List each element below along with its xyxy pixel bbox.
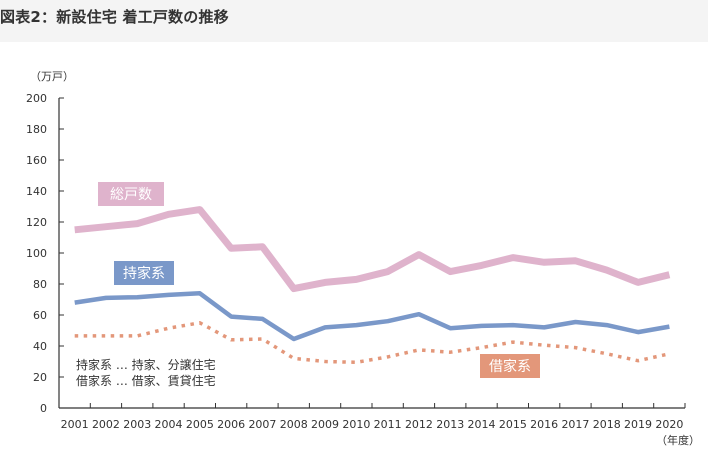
series-tag-rental-label: 借家系 xyxy=(489,358,531,375)
y-axis-unit-label: （万戸） xyxy=(30,70,74,83)
series-tag-owner: 持家系 xyxy=(114,261,174,285)
y-tick-label: 20 xyxy=(33,371,47,384)
x-tick-label: 2007 xyxy=(248,418,276,431)
x-tick-label: 2013 xyxy=(436,418,464,431)
x-axis-unit-label: （年度） xyxy=(656,433,700,447)
x-tick-label: 2001 xyxy=(61,418,89,431)
x-tick-label: 2009 xyxy=(311,418,339,431)
series-rental xyxy=(74,321,670,365)
x-tick-label: 2004 xyxy=(155,418,183,431)
y-tick-label: 120 xyxy=(26,216,47,229)
annotation-owner: 持家系 … 持家、分譲住宅 xyxy=(76,357,216,372)
series-tag-rental: 借家系 xyxy=(480,354,540,378)
y-tick-label: 200 xyxy=(26,92,47,105)
x-tick-label: 2005 xyxy=(186,418,214,431)
series-tag-owner-label: 持家系 xyxy=(123,265,165,282)
series-tag-owner-bg xyxy=(114,261,174,285)
series-tag-total-label: 総戸数 xyxy=(110,187,152,203)
series-owner xyxy=(74,291,670,342)
x-tick-label: 2016 xyxy=(530,418,558,431)
chart-header: 図表2：新設住宅 着工戸数の推移 xyxy=(0,0,708,42)
chart-title: 図表2：新設住宅 着工戸数の推移 xyxy=(0,8,229,26)
x-tick-label: 2010 xyxy=(342,418,370,431)
x-tick-label: 2003 xyxy=(123,418,151,431)
y-tick-label: 140 xyxy=(26,185,47,198)
series-tag-total: 総戸数 xyxy=(98,182,164,206)
x-tick-label: 2014 xyxy=(468,418,496,431)
x-tick-label: 2018 xyxy=(593,418,621,431)
x-tick-label: 2015 xyxy=(499,418,527,431)
y-tick-label: 160 xyxy=(26,154,47,167)
x-tick-label: 2020 xyxy=(655,418,683,431)
series-lines xyxy=(74,206,671,365)
y-axis: 0 20 40 60 80 100 120 140 160 180 200 xyxy=(26,92,64,415)
x-tick-label: 2019 xyxy=(624,418,652,431)
x-tick-label: 2011 xyxy=(374,418,402,431)
x-tick-label: 2017 xyxy=(561,418,589,431)
y-tick-label: 80 xyxy=(33,278,47,291)
y-tick-label: 180 xyxy=(26,123,47,136)
series-total xyxy=(74,206,671,293)
y-tick-label: 0 xyxy=(40,402,47,415)
series-tag-total-bg xyxy=(98,182,164,206)
x-tick-label: 2008 xyxy=(280,418,308,431)
series-tag-rental-bg xyxy=(480,354,540,378)
y-tick-label: 40 xyxy=(33,340,47,353)
y-tick-label: 100 xyxy=(26,247,47,260)
series-line xyxy=(74,206,671,293)
x-tick-label: 2006 xyxy=(217,418,245,431)
annotation-rental: 借家系 … 借家、賃貸住宅 xyxy=(76,373,216,388)
x-axis: 2001 2002 2003 2004 2005 2006 2007 2008 2009 2010… xyxy=(59,403,686,431)
series-line xyxy=(74,321,670,365)
series-line xyxy=(74,291,670,342)
y-tick-label: 60 xyxy=(33,309,47,322)
x-tick-label: 2012 xyxy=(405,418,433,431)
x-tick-label: 2002 xyxy=(92,418,120,431)
